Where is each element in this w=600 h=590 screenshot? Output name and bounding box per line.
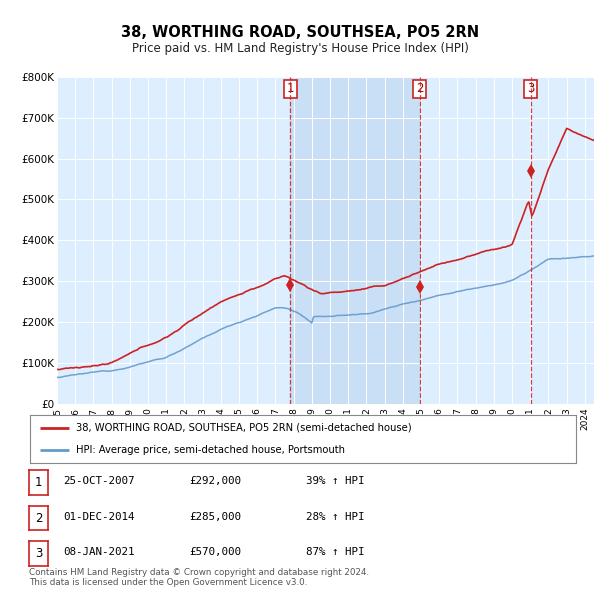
Text: 87% ↑ HPI: 87% ↑ HPI bbox=[306, 548, 365, 557]
Text: 38, WORTHING ROAD, SOUTHSEA, PO5 2RN: 38, WORTHING ROAD, SOUTHSEA, PO5 2RN bbox=[121, 25, 479, 40]
Text: 1: 1 bbox=[287, 83, 294, 96]
Text: 38, WORTHING ROAD, SOUTHSEA, PO5 2RN (semi-detached house): 38, WORTHING ROAD, SOUTHSEA, PO5 2RN (se… bbox=[76, 423, 412, 433]
Text: £285,000: £285,000 bbox=[189, 512, 241, 522]
Text: 25-OCT-2007: 25-OCT-2007 bbox=[63, 477, 134, 486]
Text: This data is licensed under the Open Government Licence v3.0.: This data is licensed under the Open Gov… bbox=[29, 578, 307, 587]
Text: 3: 3 bbox=[35, 547, 42, 560]
Text: 2: 2 bbox=[35, 512, 42, 525]
Text: £292,000: £292,000 bbox=[189, 477, 241, 486]
Text: 08-JAN-2021: 08-JAN-2021 bbox=[63, 548, 134, 557]
Text: Contains HM Land Registry data © Crown copyright and database right 2024.: Contains HM Land Registry data © Crown c… bbox=[29, 568, 369, 577]
Bar bbox=[290, 77, 419, 404]
Text: 01-DEC-2014: 01-DEC-2014 bbox=[63, 512, 134, 522]
Text: 3: 3 bbox=[527, 83, 535, 96]
Text: 2: 2 bbox=[416, 83, 424, 96]
Text: 28% ↑ HPI: 28% ↑ HPI bbox=[306, 512, 365, 522]
Text: 39% ↑ HPI: 39% ↑ HPI bbox=[306, 477, 365, 486]
Text: £570,000: £570,000 bbox=[189, 548, 241, 557]
Text: Price paid vs. HM Land Registry's House Price Index (HPI): Price paid vs. HM Land Registry's House … bbox=[131, 42, 469, 55]
Text: HPI: Average price, semi-detached house, Portsmouth: HPI: Average price, semi-detached house,… bbox=[76, 445, 346, 455]
Text: 1: 1 bbox=[35, 476, 42, 489]
